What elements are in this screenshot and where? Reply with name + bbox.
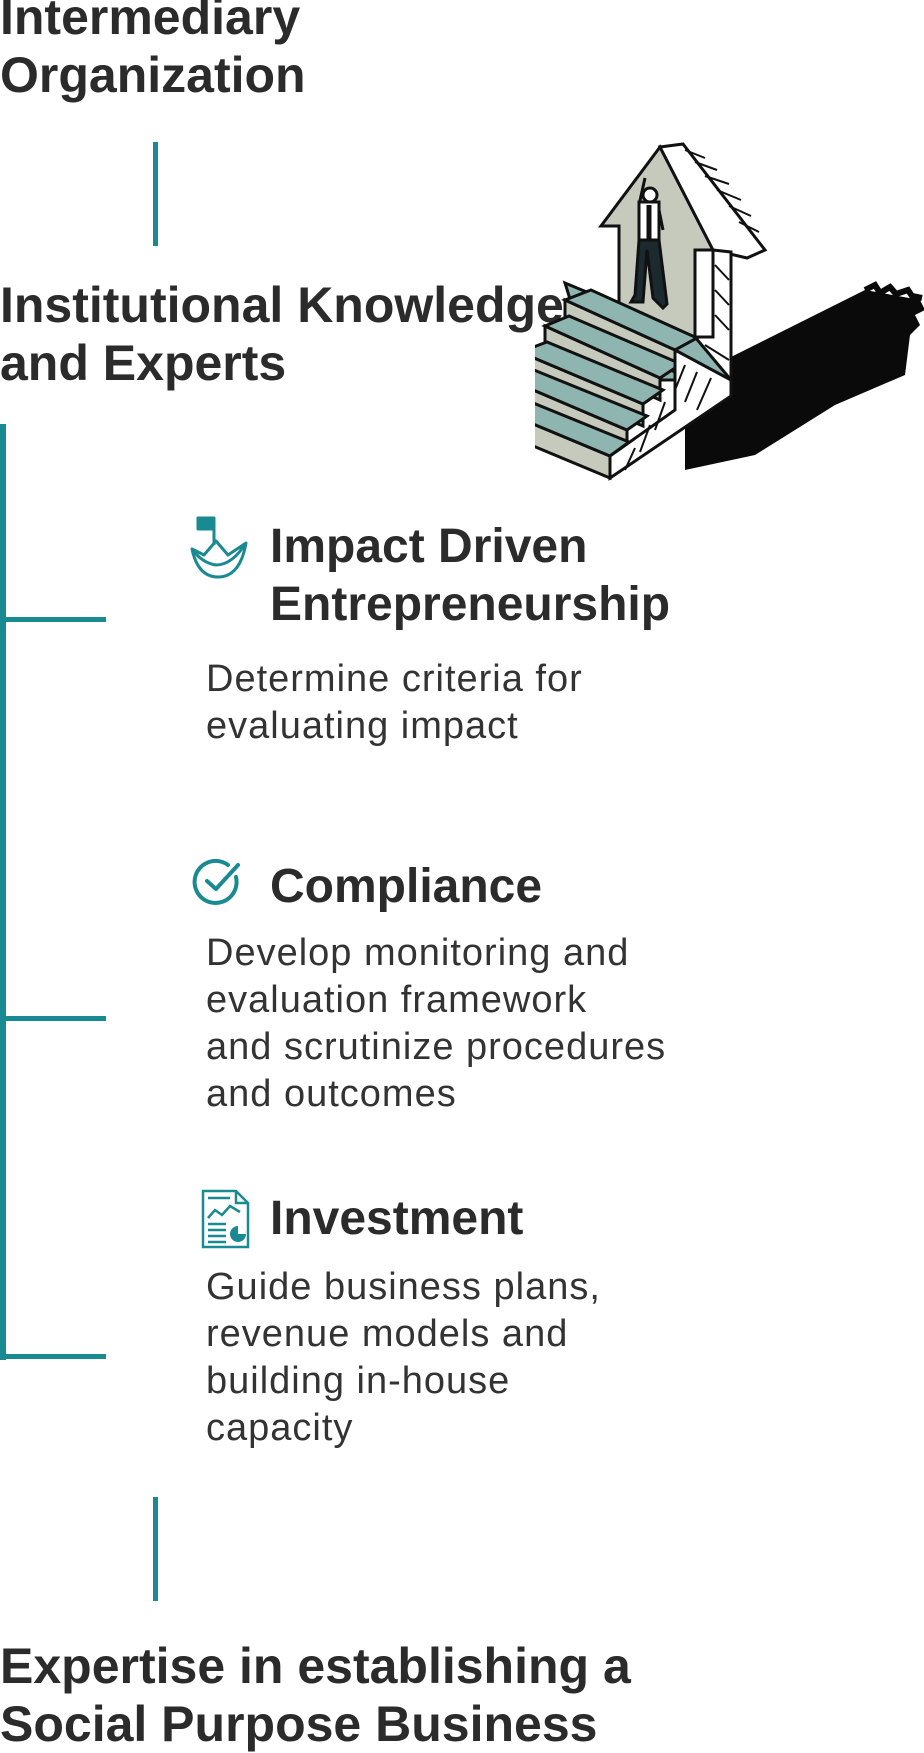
boat-flag-icon — [190, 516, 248, 579]
item-description-line: Guide business plans, — [206, 1266, 601, 1308]
heading-line: Institutional Knowledge — [0, 277, 564, 333]
item-title-line: Investment — [270, 1192, 524, 1245]
item-title-investment: Investment — [270, 1190, 523, 1248]
item-description-line: and outcomes — [206, 1073, 457, 1115]
heading-line: and Experts — [0, 335, 287, 391]
heading-line: Organization — [0, 47, 306, 103]
item-description-line: capacity — [206, 1407, 354, 1449]
heading-line: Expertise in establishing a — [0, 1638, 631, 1694]
bracket-tick-compliance — [0, 1016, 106, 1021]
heading-institutional-knowledge: Institutional Knowledge and Experts — [0, 276, 564, 392]
report-document-icon — [201, 1189, 250, 1249]
item-title-line: Compliance — [270, 860, 543, 913]
heading-line: Intermediary — [0, 0, 301, 45]
item-description-line: evaluation framework — [206, 979, 588, 1021]
item-title-line: Entrepreneurship — [270, 578, 671, 631]
item-description-line: revenue models and — [206, 1313, 569, 1355]
item-description-line: Develop monitoring and — [206, 932, 630, 974]
stairs-to-arrow-figure-illustration — [535, 142, 924, 481]
item-title-compliance: Compliance — [270, 858, 542, 916]
item-description-investment: Guide business plans, revenue models and… — [206, 1264, 601, 1452]
item-description-compliance: Develop monitoring and evaluation framew… — [206, 930, 666, 1118]
heading-expertise-social-purpose: Expertise in establishing a Social Purpo… — [0, 1637, 631, 1753]
bracket-vertical-line — [0, 424, 6, 1360]
bracket-tick-impact — [0, 617, 106, 622]
item-title-impact: Impact Driven Entrepreneurship — [270, 518, 670, 634]
connector-line-top — [153, 142, 158, 246]
bracket-tick-investment — [0, 1354, 106, 1359]
item-description-line: and scrutinize procedures — [206, 1026, 667, 1068]
check-circle-icon — [192, 859, 240, 905]
item-description-line: evaluating impact — [206, 705, 519, 747]
item-title-line: Impact Driven — [270, 520, 588, 573]
item-description-line: Determine criteria for — [206, 658, 583, 700]
heading-intermediary-organization: Intermediary Organization — [0, 0, 306, 104]
item-description-line: building in-house — [206, 1360, 511, 1402]
heading-line: Social Purpose Business — [0, 1696, 598, 1752]
connector-line-bottom — [153, 1497, 158, 1601]
item-description-impact: Determine criteria for evaluating impact — [206, 656, 583, 750]
